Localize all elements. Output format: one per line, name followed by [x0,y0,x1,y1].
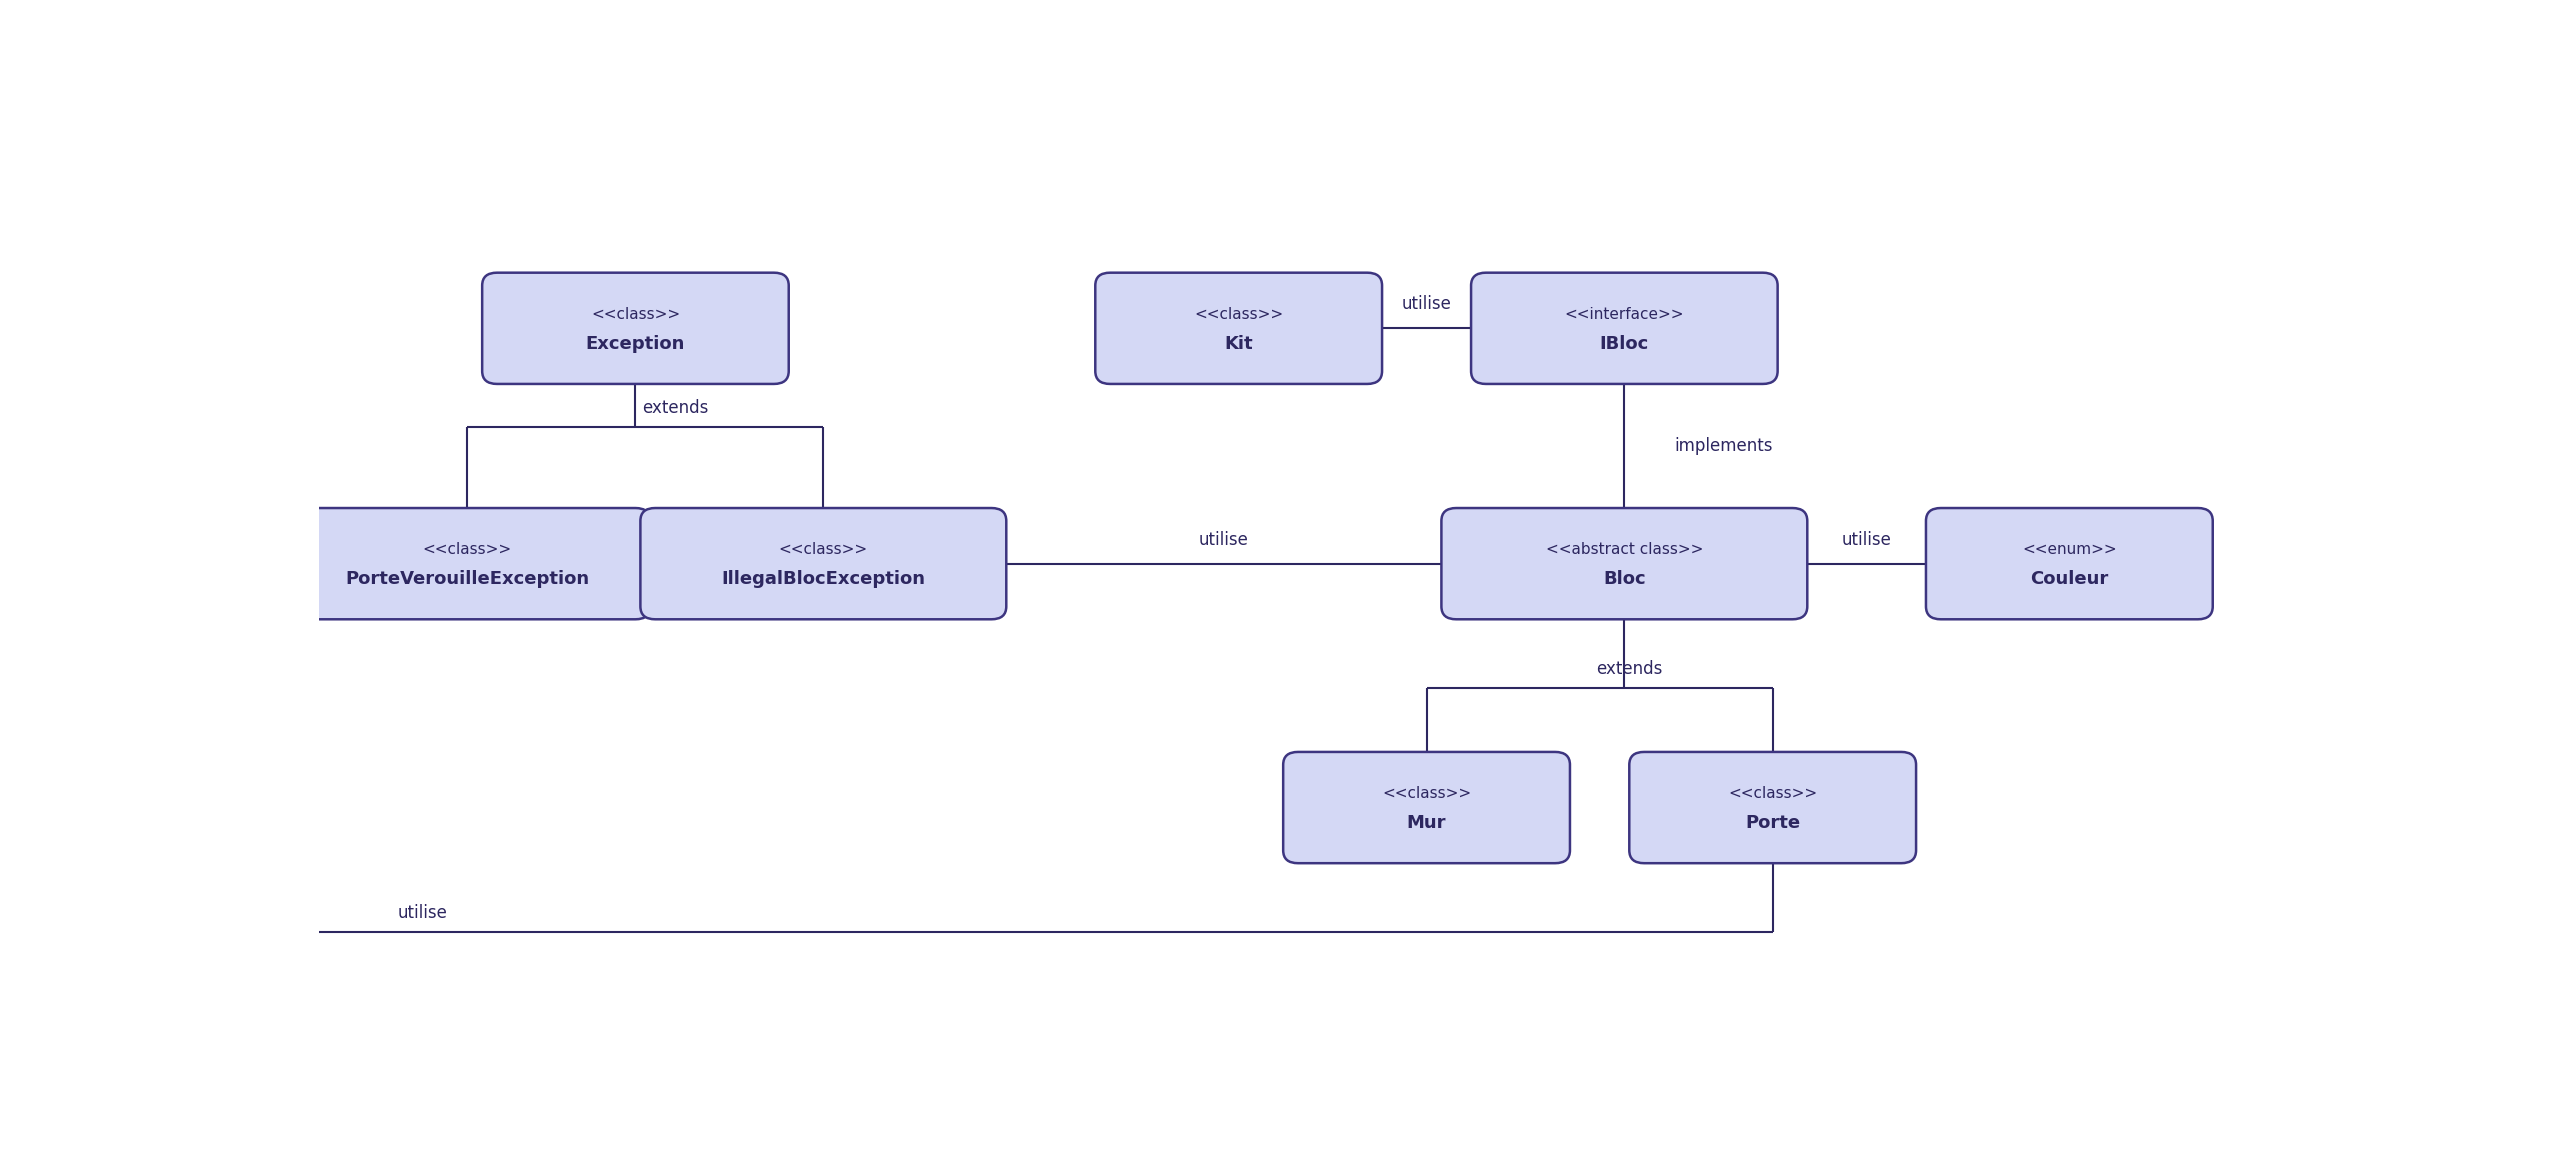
Text: utilise: utilise [398,903,449,922]
Text: <<class>>: <<class>> [424,543,513,558]
Text: <<abstract class>>: <<abstract class>> [1547,543,1702,558]
Text: <<class>>: <<class>> [778,543,868,558]
Text: utilise: utilise [1843,531,1891,548]
Text: implements: implements [1674,436,1774,455]
Text: <<class>>: <<class>> [1383,787,1470,802]
FancyBboxPatch shape [482,273,789,384]
Text: <<class>>: <<class>> [1728,787,1817,802]
Text: <<class>>: <<class>> [1194,307,1284,322]
FancyBboxPatch shape [1442,508,1807,620]
Text: IllegalBlocException: IllegalBlocException [722,569,926,588]
Text: PorteVerouilleException: PorteVerouilleException [345,569,590,588]
Text: extends: extends [1595,659,1661,678]
Text: <<enum>>: <<enum>> [2021,543,2116,558]
FancyBboxPatch shape [1927,508,2213,620]
FancyBboxPatch shape [1628,752,1917,864]
FancyBboxPatch shape [1470,273,1779,384]
Text: utilise: utilise [1401,295,1452,314]
Text: IBloc: IBloc [1600,335,1649,352]
FancyBboxPatch shape [641,508,1005,620]
FancyBboxPatch shape [1284,752,1569,864]
Text: Exception: Exception [587,335,684,352]
Text: extends: extends [641,399,709,417]
Text: Couleur: Couleur [2031,569,2108,588]
Text: Porte: Porte [1746,813,1799,832]
Text: Mur: Mur [1406,813,1447,832]
Text: utilise: utilise [1199,531,1248,548]
Text: Bloc: Bloc [1603,569,1646,588]
Text: <<class>>: <<class>> [592,307,679,322]
Text: Kit: Kit [1225,335,1253,352]
Text: <<interface>>: <<interface>> [1564,307,1684,322]
FancyBboxPatch shape [283,508,651,620]
FancyBboxPatch shape [1095,273,1383,384]
